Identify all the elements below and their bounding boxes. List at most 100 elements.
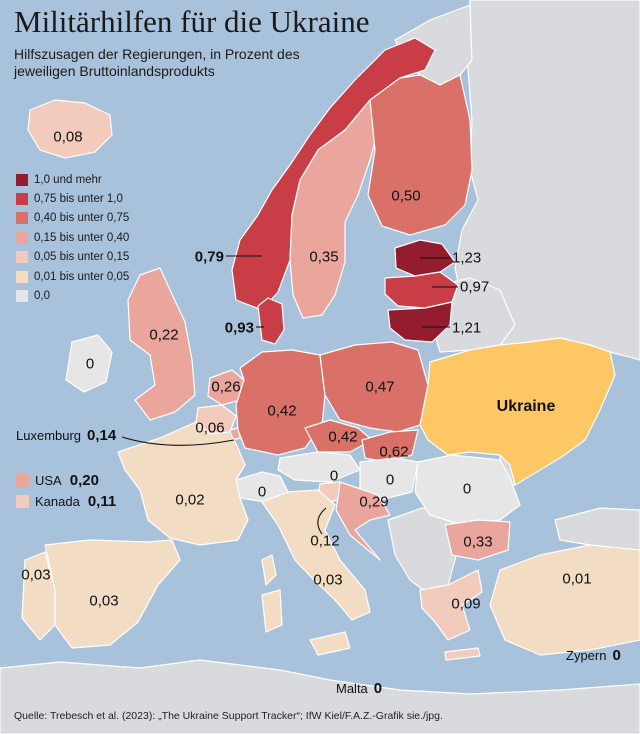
country-france [117, 421, 249, 546]
country-sweden [289, 99, 379, 319]
label-estonia: 1,23 [452, 249, 482, 267]
label-italy: 0,03 [313, 571, 343, 589]
legend-item: 0,15 bis unter 0,40 [16, 228, 129, 247]
country-greece [419, 569, 483, 641]
label-ukraine: Ukraine [496, 398, 556, 415]
label-denmark: 0,93 [224, 319, 254, 337]
usa-name: USA [35, 473, 62, 488]
label-france: 0,02 [175, 491, 205, 509]
country-italy [261, 489, 371, 621]
legend-swatch [16, 251, 28, 264]
label-lithuania: 1,21 [452, 319, 482, 337]
leader-line-slovenia [317, 507, 327, 535]
country-iceland [27, 99, 113, 159]
label-greece: 0,09 [451, 595, 481, 613]
country-corsica [261, 554, 277, 586]
label-czechia: 0,42 [328, 428, 358, 446]
legend-item: 1,0 und mehr [16, 170, 129, 189]
legend-swatch [16, 173, 28, 186]
legend-item: 0,01 bis unter 0,05 [16, 267, 129, 286]
label-zypern: Zypern 0 [566, 647, 621, 664]
legend-label: 1,0 und mehr [34, 173, 102, 186]
country-sicily [309, 631, 351, 656]
country-bulgaria [444, 519, 511, 561]
legend-swatch [16, 212, 28, 225]
legend-label: 0,15 bis unter 0,40 [34, 231, 130, 244]
legend-swatch [16, 290, 28, 303]
country-portugal [21, 551, 56, 641]
legend-kanada: Kanada 0,11 [16, 493, 116, 510]
country-croatia [335, 481, 391, 561]
country-turkey [489, 544, 640, 656]
legend-item: 0,05 bis unter 0,15 [16, 248, 129, 267]
label-slovenia: 0,12 [310, 532, 340, 550]
zypern-name: Zypern [566, 648, 607, 663]
kanada-value: 0,11 [87, 493, 117, 510]
country-uk [127, 267, 196, 421]
label-spain: 0,03 [89, 592, 119, 610]
label-luxembourg: Luxemburg 0,14 [16, 427, 116, 444]
zypern-value: 0 [612, 647, 621, 664]
label-romania: 0 [462, 480, 472, 498]
country-romania [414, 454, 521, 526]
legend: 1,0 und mehr 0,75 bis unter 1,0 0,40 bis u… [16, 170, 129, 306]
label-hungary: 0 [385, 471, 395, 489]
legend-swatch [16, 231, 28, 244]
label-germany: 0,42 [267, 402, 297, 420]
page-title: Militärhilfen für die Ukraine [14, 4, 370, 39]
country-germany [235, 349, 326, 456]
luxembourg-value: 0,14 [87, 427, 117, 444]
country-slovakia [361, 429, 419, 463]
country-finland [367, 74, 473, 236]
label-ireland: 0 [85, 355, 95, 373]
label-belgium: 0,06 [195, 419, 225, 437]
legend-usa: USA 0,20 [16, 472, 99, 489]
country-lithuania [387, 301, 453, 343]
legend-label: 0,01 bis unter 0,05 [34, 270, 130, 283]
legend-label: 0,40 bis unter 0,75 [34, 212, 130, 225]
page-subtitle: Hilfszusagen der Regierungen, in Prozent… [14, 46, 300, 79]
source-note: Quelle: Trebesch et al. (2023): „The Ukr… [14, 710, 443, 722]
label-finland: 0,50 [391, 187, 421, 205]
malta-value: 0 [373, 680, 383, 697]
label-slovakia: 0,62 [379, 443, 409, 461]
legend-label: 0,75 bis unter 1,0 [34, 193, 123, 206]
luxembourg-name: Luxemburg [16, 428, 82, 443]
label-croatia: 0,29 [359, 493, 389, 511]
leader-line-luxembourg [121, 436, 235, 446]
legend-swatch [16, 193, 28, 206]
label-netherlands: 0,26 [211, 378, 241, 396]
label-switzerland: 0 [257, 483, 267, 501]
label-uk: 0,22 [149, 326, 179, 344]
legend-label: 0,05 bis unter 0,15 [34, 251, 130, 264]
kanada-swatch [16, 495, 29, 508]
legend-item: 0,75 bis unter 1,0 [16, 189, 129, 208]
usa-swatch [16, 474, 29, 487]
legend-label: 0,0 [34, 290, 50, 303]
country-ukraine [419, 337, 616, 486]
label-poland: 0,47 [365, 378, 395, 396]
usa-value: 0,20 [69, 472, 99, 489]
label-portugal: 0,03 [21, 566, 51, 584]
legend-item: 0,40 bis unter 0,75 [16, 209, 129, 228]
label-turkey: 0,01 [562, 570, 592, 588]
label-bulgaria: 0,33 [463, 533, 493, 551]
country-denmark [257, 297, 285, 345]
legend-swatch [16, 270, 28, 283]
country-sardinia [261, 589, 283, 633]
country-ireland [65, 334, 113, 393]
label-malta: Malta 0 [336, 680, 382, 697]
legend-item: 0,0 [16, 286, 129, 305]
malta-name: Malta [336, 681, 368, 696]
region-africa [0, 659, 640, 734]
label-iceland: 0,08 [53, 128, 83, 146]
label-norway: 0,79 [194, 248, 224, 266]
label-austria: 0 [329, 467, 339, 485]
label-latvia: 0,97 [460, 278, 490, 296]
region-caucasus [554, 507, 640, 556]
country-greece-crete [444, 647, 481, 661]
label-sweden: 0,35 [309, 248, 339, 266]
kanada-name: Kanada [35, 494, 80, 509]
